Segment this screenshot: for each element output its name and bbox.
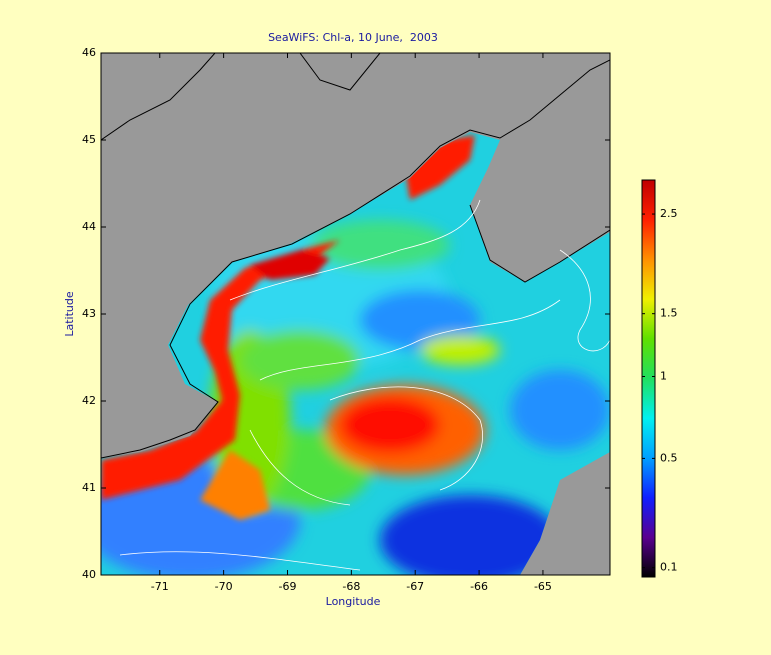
x-axis-label: Longitude [326,595,381,608]
y-tick-label: 44 [82,220,96,233]
x-tick-label: -70 [215,580,233,593]
y-axis-label: Latitude [63,291,76,337]
colorbar-tick-label: 0.5 [660,451,678,464]
map-title: SeaWiFS: Chl-a, 10 June, 2003 [268,31,438,44]
y-tick-label: 43 [82,307,96,320]
y-tick-label: 40 [82,568,96,581]
colorbar-tick-label: 2.5 [660,207,678,220]
y-tick-label: 46 [82,46,96,59]
y-tick-label: 41 [82,481,96,494]
map-area [101,53,610,575]
y-tick-label: 45 [82,133,96,146]
colorbar-tick-label: 1 [660,370,667,383]
x-tick-label: -71 [151,580,169,593]
colorbar-tick-label: 0.1 [660,561,678,574]
bathymetry-contours [119,199,610,571]
x-tick-label: -66 [470,580,488,593]
coastline [101,53,610,459]
x-tick-label: -67 [406,580,424,593]
x-tick-label: -68 [342,580,360,593]
x-tick-label: -69 [278,580,296,593]
colorbar [641,179,656,578]
y-tick-label: 42 [82,394,96,407]
x-tick-label: -65 [534,580,552,593]
colorbar-tick-label: 1.5 [660,307,678,320]
